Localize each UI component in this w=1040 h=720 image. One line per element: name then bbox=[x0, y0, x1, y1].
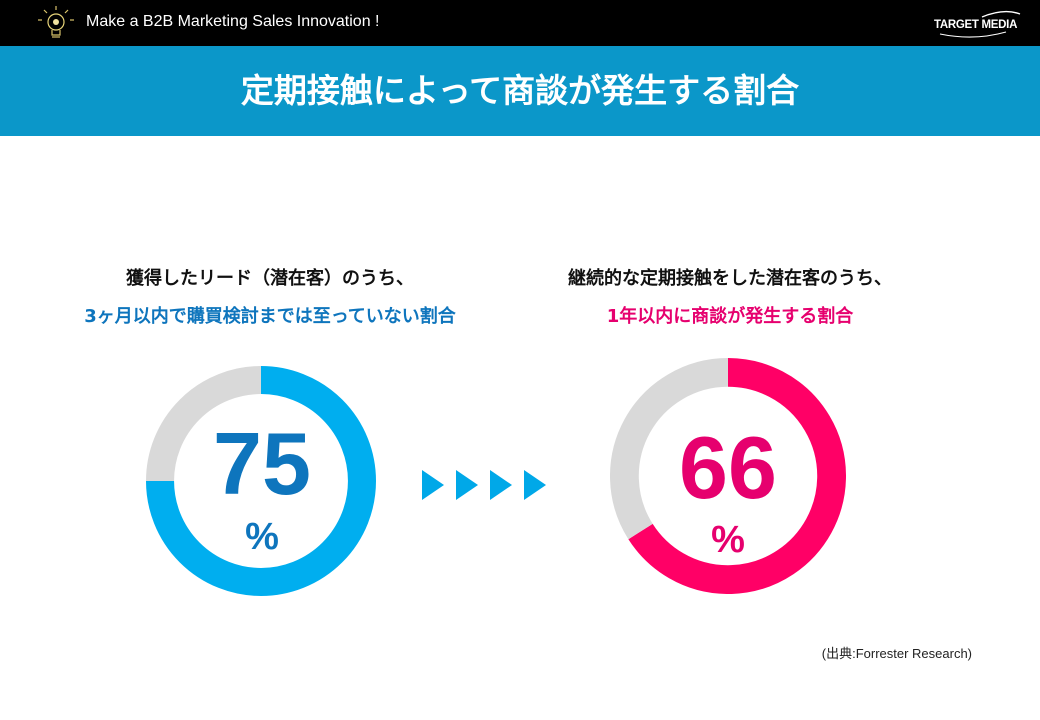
right-donut-slice-value bbox=[628, 358, 846, 594]
top-bar: Make a B2B Marketing Sales Innovation ! … bbox=[0, 0, 1040, 46]
left-unit: % bbox=[245, 516, 279, 558]
right-unit: % bbox=[711, 519, 745, 561]
right-heading-line2: 1年以内に商談が発生する割合 bbox=[606, 306, 854, 327]
arrow-chevrons-icon bbox=[422, 470, 546, 500]
right-heading-line1: 継続的な定期接触をした潜在客のうち、 bbox=[568, 268, 892, 289]
title-bar: 定期接触によって商談が発生する割合 bbox=[0, 46, 1040, 136]
logo-text: TARGET MEDIA bbox=[934, 19, 1018, 31]
left-donut-chart bbox=[146, 366, 376, 596]
arrow-2 bbox=[456, 470, 478, 500]
left-heading-line1: 獲得したリード（潜在客）のうち、 bbox=[126, 268, 414, 289]
arrow-1 bbox=[422, 470, 444, 500]
lightbulb-icon bbox=[38, 6, 74, 38]
left-donut-slice-remainder bbox=[146, 366, 262, 482]
left-heading-line2: 3ヶ月以内で購買検討までは至っていない割合 bbox=[84, 306, 456, 327]
right-donut-chart bbox=[610, 358, 846, 594]
page-title: 定期接触によって商談が発生する割合 bbox=[240, 71, 800, 110]
left-value: 75 bbox=[213, 414, 311, 513]
arrow-4 bbox=[524, 470, 546, 500]
left-donut-slice-value bbox=[146, 366, 376, 596]
right-donut-slice-remainder bbox=[610, 358, 729, 540]
target-media-logo: TARGET MEDIA bbox=[934, 8, 1024, 40]
logo-swoosh-icon bbox=[939, 10, 1021, 38]
arrow-3 bbox=[490, 470, 512, 500]
tagline: Make a B2B Marketing Sales Innovation ! bbox=[86, 13, 380, 30]
right-value: 66 bbox=[679, 418, 777, 517]
source-note: (出典:Forrester Research) bbox=[821, 646, 972, 661]
